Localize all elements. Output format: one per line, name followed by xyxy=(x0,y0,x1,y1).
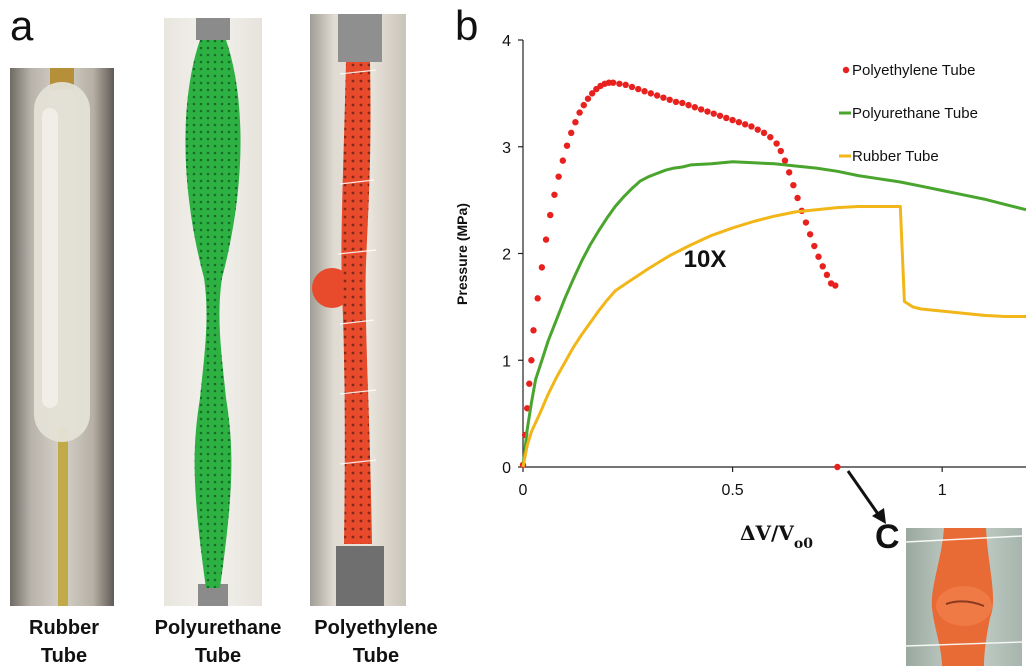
caption-line: Tube xyxy=(40,645,88,667)
legend-entry: Polyurethane Tube xyxy=(852,105,978,122)
x-tick-label: 0.5 xyxy=(721,482,743,499)
panel-label-b: b xyxy=(455,2,479,49)
polyethylene-data-point xyxy=(710,110,717,117)
polyethylene-data-point xyxy=(530,327,537,334)
polyethylene-data-point xyxy=(555,173,562,180)
polyethylene-data-point xyxy=(628,83,636,91)
polyethylene-data-point xyxy=(685,101,692,109)
polyethylene-data-point xyxy=(576,109,583,116)
polyethylene-data-point xyxy=(559,157,567,164)
polyethylene-data-point xyxy=(547,211,554,219)
polyethylene-data-point xyxy=(723,114,730,122)
polyethylene-data-point xyxy=(526,380,533,387)
polyethylene-data-point xyxy=(697,106,705,113)
caption-line: Tube xyxy=(352,645,400,667)
y-axis-label: Pressure (MPa) xyxy=(454,203,470,305)
polyethylene-data-point xyxy=(790,181,797,189)
caption-line: Polyethylene xyxy=(314,617,438,639)
legend-marker xyxy=(842,66,850,74)
polyethylene-data-point xyxy=(580,101,587,109)
polyethylene-data-point xyxy=(641,88,648,95)
caption-line: Tube xyxy=(194,645,242,667)
polyethylene-data-point xyxy=(563,142,571,149)
y-tick-label: 4 xyxy=(502,33,511,50)
polyethylene-data-point xyxy=(785,169,793,176)
polyethylene-data-point xyxy=(653,92,661,99)
polyethylene-data-point xyxy=(735,118,743,126)
polyethylene-data-point xyxy=(572,118,579,126)
polyethylene-data-point xyxy=(672,98,680,106)
polyethylene-data-point xyxy=(741,121,749,128)
polyethylene-data-point xyxy=(767,133,774,141)
x-tick-label: 0 xyxy=(519,482,528,499)
polyethylene-data-point xyxy=(679,99,686,107)
panel-label-a: a xyxy=(10,2,34,49)
rubber-series-line xyxy=(521,205,1026,468)
polyethylene-data-point xyxy=(729,116,736,124)
polyethylene-data-point xyxy=(691,104,699,111)
polyurethane-series-line xyxy=(521,160,1026,468)
polyethylene-data-point xyxy=(568,129,575,137)
polyethylene-data-point xyxy=(647,90,655,97)
polyethylene-data-point xyxy=(773,140,780,147)
polyethylene-data-point xyxy=(754,126,761,133)
polyethylene-data-point xyxy=(834,463,841,471)
inset-pointer-arrow xyxy=(846,470,880,515)
x-axis-label-subscript: o0 xyxy=(794,536,813,552)
polyethylene-data-point xyxy=(635,85,642,93)
polyethylene-data-point xyxy=(704,108,711,115)
annotation-label: 10X xyxy=(684,246,727,273)
polyethylene-data-point xyxy=(538,264,546,271)
polyethylene-data-point xyxy=(622,81,629,89)
polyethylene-data-point xyxy=(777,147,784,155)
polyethylene-data-point xyxy=(823,271,831,279)
polyethylene-data-point xyxy=(819,263,826,270)
legend-entry: Rubber Tube xyxy=(852,148,939,165)
polyurethane-tube-caption: Polyurethane Tube xyxy=(138,614,298,670)
polyethylene-data-point xyxy=(760,129,768,137)
polyethylene-data-point xyxy=(802,219,810,226)
polyethylene-data-point xyxy=(815,253,822,260)
y-tick-label: 1 xyxy=(502,353,511,370)
polyethylene-data-point xyxy=(748,123,755,130)
inset-failure-photo xyxy=(906,528,1022,666)
rubber-tube-caption: Rubber Tube xyxy=(0,614,128,670)
y-tick-label: 3 xyxy=(502,140,511,157)
polyethylene-data-point xyxy=(806,231,814,238)
polyethylene-data-point xyxy=(588,90,596,97)
polyethylene-data-point xyxy=(811,242,818,250)
x-axis-label: ΔV/Vo0 xyxy=(740,521,813,552)
y-tick-label: 0 xyxy=(502,460,511,477)
polyethylene-tube-caption: Polyethylene Tube xyxy=(296,614,456,670)
y-tick-label: 2 xyxy=(502,247,511,264)
caption-line: Rubber xyxy=(29,617,99,639)
arrow-head xyxy=(872,508,886,524)
polyethylene-data-point xyxy=(551,191,558,198)
polyethylene-data-point xyxy=(716,112,724,119)
caption-line: Polyurethane xyxy=(154,617,282,639)
polyethylene-tube-photo xyxy=(310,14,406,606)
polyethylene-data-point xyxy=(616,80,623,87)
legend-entry: Polyethylene Tube xyxy=(852,62,975,79)
polyethylene-data-point xyxy=(609,79,617,86)
polyethylene-data-point xyxy=(832,282,839,289)
polyethylene-data-point xyxy=(794,194,801,202)
polyethylene-data-point xyxy=(542,236,550,243)
rubber-tube-photo xyxy=(10,68,114,606)
polyethylene-data-point xyxy=(781,157,789,164)
polyethylene-data-point xyxy=(584,95,592,102)
panel-label-c: C xyxy=(875,518,900,556)
x-tick-label: 1 xyxy=(938,482,947,499)
polyethylene-data-point xyxy=(666,96,673,103)
polyethylene-data-point xyxy=(660,94,667,101)
polyethylene-data-point xyxy=(528,357,535,364)
polyurethane-tube-photo xyxy=(164,18,262,606)
polyethylene-data-point xyxy=(534,295,541,302)
